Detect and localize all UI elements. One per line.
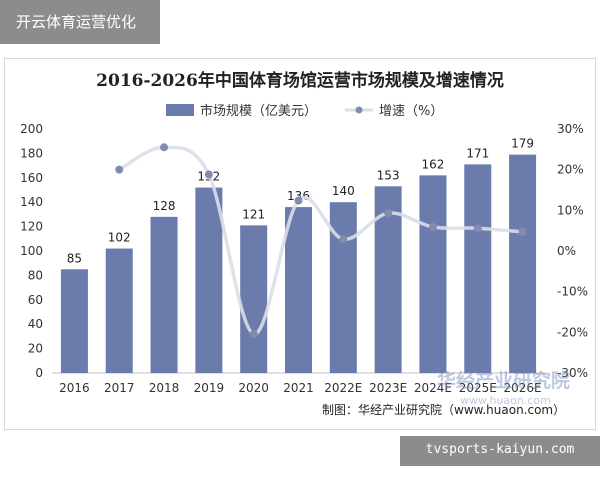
x-tick-label: 2021 bbox=[283, 381, 314, 395]
right-tick-label: 30% bbox=[557, 122, 584, 136]
bar-value-label: 140 bbox=[332, 184, 355, 198]
bottom-banner-text: tvsports-kaiyun.com bbox=[425, 442, 575, 457]
left-tick-label: 140 bbox=[20, 195, 43, 209]
bar bbox=[60, 269, 88, 373]
chart-title: 2016-2026年中国体育场馆运营市场规模及增速情况 bbox=[96, 70, 504, 91]
left-tick-label: 20 bbox=[28, 342, 43, 356]
bar-value-label: 85 bbox=[67, 251, 82, 265]
legend-line-label: 增速（%） bbox=[379, 104, 443, 119]
bar-value-label: 162 bbox=[422, 157, 445, 171]
x-tick-label: 2025E bbox=[459, 381, 497, 395]
left-tick-label: 160 bbox=[20, 171, 43, 185]
growth-point bbox=[249, 329, 258, 338]
right-tick-label: 10% bbox=[557, 203, 584, 217]
x-tick-label: 2020 bbox=[238, 381, 269, 395]
bar-value-label: 102 bbox=[108, 231, 131, 245]
source-note: 制图：华经产业研究院（www.huaon.com） bbox=[322, 402, 565, 417]
left-tick-label: 60 bbox=[28, 293, 43, 307]
x-tick-label: 2019 bbox=[194, 381, 225, 395]
watermark-url: www.huaon.com bbox=[460, 394, 551, 407]
legend-line-marker bbox=[355, 106, 363, 114]
chart-card: 2016-2026年中国体育场馆运营市场规模及增速情况 市场规模（亿美元） 增速… bbox=[4, 58, 596, 430]
left-tick-label: 120 bbox=[20, 220, 43, 234]
legend-bar-swatch bbox=[166, 104, 194, 116]
bar-value-label: 153 bbox=[377, 168, 400, 182]
x-tick-label: 2017 bbox=[104, 381, 135, 395]
x-tick-label: 2022E bbox=[324, 381, 362, 395]
legend-bar-label: 市场规模（亿美元） bbox=[200, 103, 317, 119]
right-tick-label: -10% bbox=[557, 285, 588, 299]
x-tick-label: 2018 bbox=[149, 381, 180, 395]
bar bbox=[509, 154, 537, 373]
x-tick-label: 2024E bbox=[414, 381, 452, 395]
bar bbox=[285, 207, 312, 373]
x-tick-label: 2023E bbox=[369, 381, 407, 395]
right-tick-label: 0% bbox=[557, 244, 576, 258]
x-tick-label: 2016 bbox=[59, 381, 90, 395]
growth-point bbox=[428, 223, 437, 232]
x-axis: 2016 2017 2018 2019 2020 2021 2022E 2023E 2024E 2… bbox=[59, 381, 542, 395]
top-banner: 开云体育运营优化 bbox=[0, 0, 160, 44]
growth-line bbox=[118, 145, 523, 336]
left-axis: 0 20 40 60 80 100 120 140 160 180 200 bbox=[20, 122, 43, 380]
left-tick-label: 100 bbox=[20, 244, 43, 258]
growth-point bbox=[115, 165, 124, 174]
chart-svg: 2016-2026年中国体育场馆运营市场规模及增速情况 市场规模（亿美元） 增速… bbox=[20, 70, 588, 417]
growth-point bbox=[204, 170, 213, 179]
watermark-logo: 华经产业研究院 bbox=[437, 369, 570, 392]
right-tick-label: -20% bbox=[557, 325, 588, 339]
bar-value-label: 121 bbox=[242, 207, 265, 221]
bar bbox=[240, 225, 268, 373]
left-tick-label: 200 bbox=[20, 122, 43, 136]
bar bbox=[329, 202, 357, 373]
bar bbox=[150, 216, 178, 373]
left-tick-label: 80 bbox=[28, 268, 43, 282]
bar bbox=[464, 164, 492, 373]
bar-series bbox=[60, 154, 537, 373]
growth-point bbox=[384, 209, 393, 218]
bar-value-label: 171 bbox=[466, 146, 489, 160]
bar-value-label: 128 bbox=[153, 199, 176, 213]
bar-value-label: 136 bbox=[287, 189, 310, 203]
x-tick-label: 2026E bbox=[504, 381, 542, 395]
bottom-banner: tvsports-kaiyun.com bbox=[400, 436, 600, 466]
growth-point bbox=[518, 227, 527, 236]
growth-point bbox=[294, 196, 303, 205]
right-tick-label: -30% bbox=[557, 366, 588, 380]
top-banner-text: 开云体育运营优化 bbox=[16, 13, 137, 31]
growth-series bbox=[115, 143, 527, 338]
growth-point bbox=[473, 224, 482, 233]
bar-value-label: 179 bbox=[511, 137, 534, 151]
right-tick-label: 20% bbox=[557, 163, 584, 177]
bar bbox=[419, 175, 447, 373]
left-tick-label: 0 bbox=[35, 366, 43, 380]
bar bbox=[105, 248, 133, 373]
left-tick-label: 180 bbox=[20, 146, 43, 160]
right-axis: -30% -20% -10% 0% 10% 20% 30% bbox=[557, 122, 588, 380]
bar bbox=[195, 187, 223, 373]
left-tick-label: 40 bbox=[28, 317, 43, 331]
growth-point bbox=[160, 143, 169, 152]
growth-point bbox=[339, 235, 348, 244]
legend: 市场规模（亿美元） 增速（%） bbox=[166, 103, 443, 119]
